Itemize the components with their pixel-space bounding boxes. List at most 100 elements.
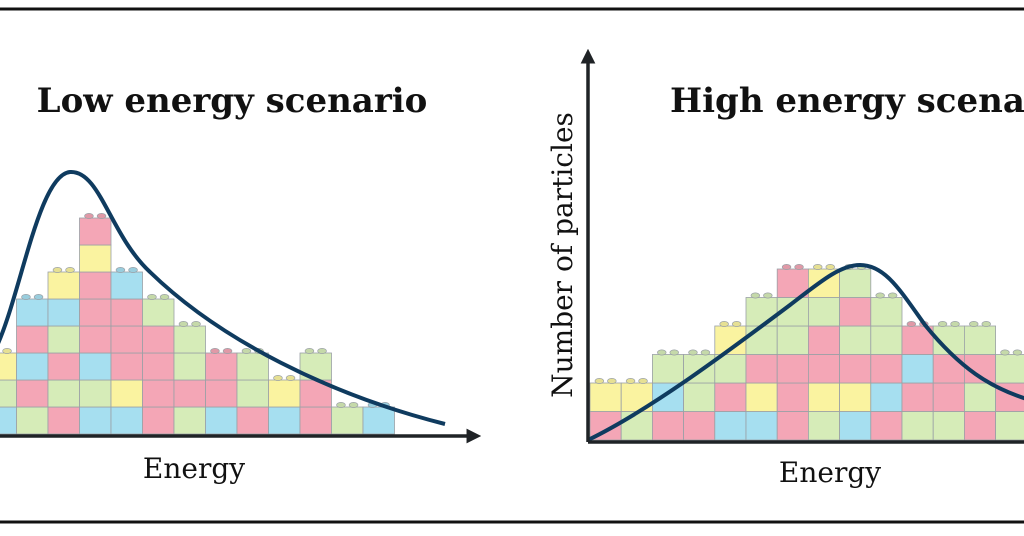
particle-block <box>205 352 238 381</box>
block-stud <box>84 213 94 219</box>
particle-block <box>995 354 1024 384</box>
particle-block <box>47 271 80 300</box>
particle-block <box>16 352 49 381</box>
block-stud <box>638 378 648 384</box>
particle-block <box>236 379 269 408</box>
block-stud <box>222 348 233 354</box>
particle-block <box>173 406 206 435</box>
particle-block <box>745 382 778 412</box>
particle-block <box>268 379 301 408</box>
block-stud <box>33 294 44 300</box>
block-stud <box>2 348 12 354</box>
particle-block <box>142 379 175 408</box>
particle-block <box>142 298 175 327</box>
particle-block <box>776 382 809 412</box>
particle-block <box>870 411 903 441</box>
low-energy-distribution-curve <box>0 169 446 426</box>
block-stud <box>241 348 252 354</box>
block-stud <box>273 375 283 381</box>
particle-block <box>79 406 112 435</box>
particle-block <box>714 382 747 412</box>
block-stud <box>813 264 823 270</box>
particle-block <box>932 411 965 441</box>
particle-block <box>652 354 685 384</box>
block-stud <box>348 402 359 408</box>
block-stud <box>304 348 315 354</box>
block-stud <box>887 292 898 299</box>
particle-block <box>331 406 364 435</box>
low-energy-x-axis-label: Energy <box>143 452 245 485</box>
particle-block <box>620 411 653 441</box>
particle-block <box>205 379 238 408</box>
particle-block <box>839 411 872 441</box>
particle-block <box>964 325 997 355</box>
particle-block <box>652 411 685 441</box>
particle-block <box>110 298 143 327</box>
particle-block <box>839 325 872 355</box>
block-stud <box>969 321 979 327</box>
block-stud <box>128 267 138 273</box>
particle-block <box>745 411 778 441</box>
block-stud <box>700 349 711 356</box>
block-stud <box>52 267 63 273</box>
low-energy-panel: Low energy scenario Energy <box>0 81 482 485</box>
particle-block <box>0 406 17 435</box>
particle-block <box>110 325 143 354</box>
particle-block <box>47 406 80 435</box>
block-stud <box>657 349 667 356</box>
particle-block <box>683 382 716 412</box>
particle-block <box>839 268 872 298</box>
block-stud <box>794 264 804 270</box>
high-energy-y-axis-label: Number of particles <box>546 112 579 398</box>
block-stud <box>981 321 991 327</box>
low-energy-title: Low energy scenario <box>37 81 428 121</box>
block-stud <box>1000 349 1010 356</box>
particle-block <box>589 382 622 412</box>
particle-block <box>839 297 872 327</box>
block-stud <box>937 321 948 327</box>
block-stud <box>115 267 126 273</box>
particle-block <box>808 382 841 412</box>
particle-block <box>683 411 716 441</box>
particle-block <box>362 406 395 435</box>
particle-block <box>0 379 17 408</box>
particle-block <box>299 406 332 435</box>
block-stud <box>210 348 220 354</box>
block-stud <box>178 321 189 327</box>
particle-block <box>16 325 49 354</box>
particle-block <box>79 298 112 327</box>
particle-block <box>901 382 934 412</box>
particle-block <box>870 297 903 327</box>
particle-block <box>173 379 206 408</box>
block-stud <box>875 292 885 299</box>
particle-block <box>142 325 175 354</box>
particle-block <box>173 325 206 354</box>
block-stud <box>731 321 742 327</box>
particle-block <box>79 352 112 381</box>
block-stud <box>317 348 327 354</box>
particle-block <box>16 298 49 327</box>
block-stud <box>825 264 835 270</box>
particle-block <box>808 354 841 384</box>
particle-block <box>47 352 80 381</box>
particle-block <box>205 406 238 435</box>
block-stud <box>669 349 679 356</box>
particle-block <box>79 271 112 300</box>
block-stud <box>147 294 157 300</box>
block-stud <box>750 292 761 299</box>
particle-block <box>236 352 269 381</box>
low-energy-particle-blocks <box>0 213 395 435</box>
particle-block <box>110 406 143 435</box>
block-stud <box>688 349 698 356</box>
block-stud <box>159 294 170 300</box>
particle-block <box>110 379 143 408</box>
block-stud <box>594 378 605 384</box>
high-energy-panel: High energy scenario Number of particles… <box>546 48 1024 489</box>
block-stud <box>625 378 636 384</box>
block-stud <box>21 294 31 300</box>
particle-block <box>870 382 903 412</box>
particle-block <box>47 298 80 327</box>
high-energy-particle-blocks <box>589 264 1024 441</box>
particle-block <box>745 297 778 327</box>
